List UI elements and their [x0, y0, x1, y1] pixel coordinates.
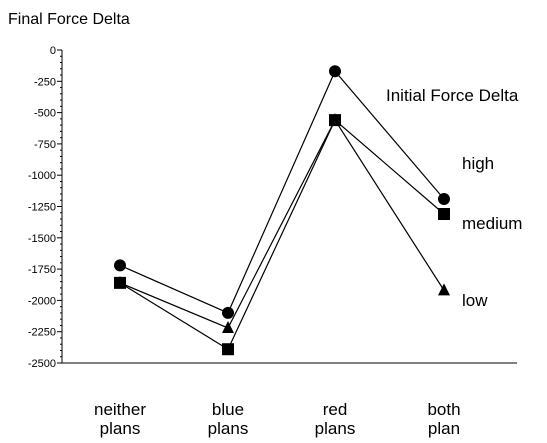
- data-point-low: [222, 320, 234, 333]
- data-point-low: [438, 283, 450, 296]
- y-tick-label: -250: [34, 76, 56, 88]
- y-tick-label: -2250: [28, 327, 56, 339]
- y-tick-label: -2500: [28, 358, 56, 370]
- y-tick-label: -500: [34, 108, 56, 120]
- series-line-low: [119, 118, 445, 329]
- x-tick-label: red: [323, 400, 348, 419]
- data-point-high: [438, 192, 450, 205]
- series-line-medium: [119, 119, 445, 351]
- series-label-medium: medium: [462, 214, 522, 233]
- data-point-high: [222, 306, 234, 319]
- x-tick-label: plans: [100, 419, 141, 438]
- x-tick-label: blue: [212, 400, 244, 419]
- chart-title: Final Force Delta: [8, 11, 130, 28]
- x-tick-label: plans: [208, 419, 249, 438]
- y-tick-label: -1250: [28, 202, 56, 214]
- y-tick-label: -1750: [28, 264, 56, 276]
- y-tick-label: -1000: [28, 170, 56, 182]
- series-labels: high medium low: [462, 154, 522, 310]
- x-tick-label: plans: [315, 419, 356, 438]
- series-line-high: [119, 70, 445, 314]
- x-tick-label: both: [427, 400, 460, 419]
- data-point-medium: [438, 208, 450, 221]
- legend-title: Initial Force Delta: [386, 86, 519, 105]
- series-lines: [119, 70, 445, 351]
- y-ticks: 0 -250 -500 -750 -1000 -1250 -1500 -1750 -2000 -2…: [28, 45, 62, 370]
- data-point-high: [114, 259, 126, 272]
- data-point-high: [329, 65, 341, 78]
- data-point-low: [114, 275, 126, 288]
- y-tick-label: -1500: [28, 233, 56, 245]
- x-tick-label: plan: [428, 419, 460, 438]
- y-minor-ticks: [60, 55, 62, 358]
- series-label-low: low: [462, 291, 488, 310]
- data-point-medium: [222, 343, 234, 356]
- y-tick-label: 0: [50, 45, 56, 57]
- y-tick-label: -750: [34, 139, 56, 151]
- x-tick-label: neither: [94, 400, 146, 419]
- data-point-low: [329, 113, 341, 126]
- series-markers: [114, 65, 450, 356]
- y-tick-label: -2000: [28, 295, 56, 307]
- series-label-high: high: [462, 154, 494, 173]
